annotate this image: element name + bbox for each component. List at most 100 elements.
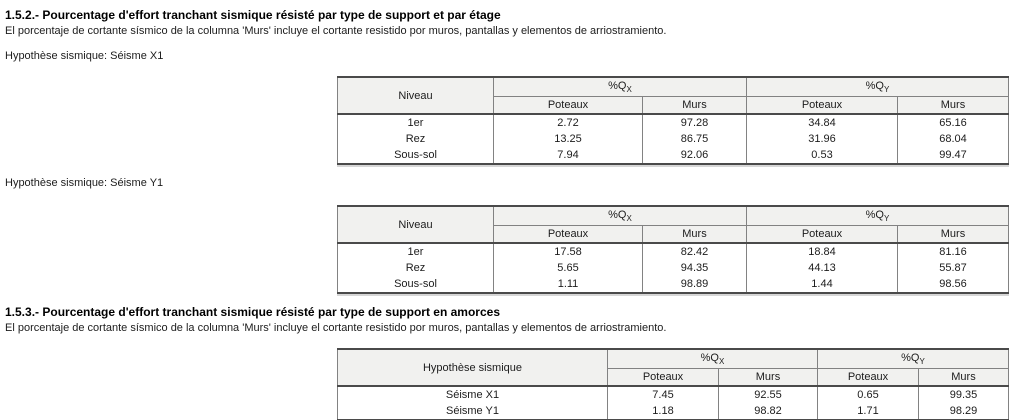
group-header-row: Niveau %QX %QY xyxy=(337,77,1009,114)
value-cell: 0.65 xyxy=(817,386,919,403)
value-cell: 98.29 xyxy=(918,403,1009,420)
value-cell: 1.11 xyxy=(493,276,643,293)
table-row: Rez 5.65 94.35 44.13 55.87 xyxy=(337,260,1009,276)
column-header-poteaux: Poteaux xyxy=(817,368,919,386)
table-row: Séisme X1 7.45 92.55 0.65 99.35 xyxy=(337,386,1009,403)
value-cell: 99.35 xyxy=(918,386,1009,403)
value-cell: 92.06 xyxy=(642,147,747,164)
section-153-note: El porcentaje de cortante sísmico de la … xyxy=(5,322,667,334)
shear-table-seisme-y1: Niveau %QX %QY Poteaux Murs Poteaux Murs… xyxy=(337,205,1009,294)
hypothesis-x-label: Hypothèse sismique: Séisme X1 xyxy=(5,50,164,62)
value-cell: 98.89 xyxy=(642,276,747,293)
value-cell: 18.84 xyxy=(746,243,898,260)
row-label: Rez xyxy=(337,131,494,147)
column-header-murs: Murs xyxy=(718,368,818,386)
value-cell: 34.84 xyxy=(746,114,898,131)
section-152-note: El porcentaje de cortante sísmico de la … xyxy=(5,25,667,37)
value-cell: 1.44 xyxy=(746,276,898,293)
column-header-niveau: Niveau xyxy=(337,77,494,114)
value-cell: 31.96 xyxy=(746,131,898,147)
column-header-poteaux: Poteaux xyxy=(746,225,898,243)
value-cell: 68.04 xyxy=(897,131,1009,147)
value-cell: 17.58 xyxy=(493,243,643,260)
group-header-row: Hypothèse sismique %QX %QY xyxy=(337,349,1009,386)
value-cell: 7.94 xyxy=(493,147,643,164)
value-cell: 5.65 xyxy=(493,260,643,276)
qy-subscript: Y xyxy=(884,214,890,223)
hypothesis-y-label: Hypothèse sismique: Séisme Y1 xyxy=(5,177,164,189)
column-header-poteaux: Poteaux xyxy=(746,96,898,114)
column-header-murs: Murs xyxy=(918,368,1009,386)
sub-header-row: Poteaux Murs Poteaux Murs xyxy=(338,96,1009,114)
qx-subscript: X xyxy=(626,214,632,223)
qy-label: %Q xyxy=(901,352,920,364)
value-cell: 65.16 xyxy=(897,114,1009,131)
table-row: 1er 17.58 82.42 18.84 81.16 xyxy=(337,243,1009,260)
value-cell: 1.71 xyxy=(817,403,919,420)
value-cell: 2.72 xyxy=(493,114,643,131)
column-group-qx: %QX xyxy=(493,206,747,226)
value-cell: 98.82 xyxy=(718,403,818,420)
shear-table-amorces: Hypothèse sismique %QX %QY Poteaux Murs … xyxy=(337,348,1009,420)
group-header-row: Niveau %QX %QY xyxy=(337,206,1009,243)
column-header-murs: Murs xyxy=(642,96,747,114)
value-cell: 86.75 xyxy=(642,131,747,147)
value-cell: 1.18 xyxy=(607,403,719,420)
qx-subscript: X xyxy=(626,85,632,94)
value-cell: 92.55 xyxy=(718,386,818,403)
column-header-poteaux: Poteaux xyxy=(493,225,643,243)
value-cell: 81.16 xyxy=(897,243,1009,260)
column-group-qx: %QX xyxy=(493,77,747,97)
column-group-qy: %QY xyxy=(746,77,1009,97)
value-cell: 99.47 xyxy=(897,147,1009,164)
shear-table-seisme-x1: Niveau %QX %QY Poteaux Murs Poteaux Murs… xyxy=(337,76,1009,165)
table-header: Hypothèse sismique %QX %QY Poteaux Murs … xyxy=(337,349,1009,386)
column-header-murs: Murs xyxy=(897,225,1009,243)
column-group-qy: %QY xyxy=(817,349,1009,369)
value-cell: 44.13 xyxy=(746,260,898,276)
column-header-hypothese: Hypothèse sismique xyxy=(337,349,608,386)
row-label: 1er xyxy=(337,243,494,260)
sub-header-row: Poteaux Murs Poteaux Murs xyxy=(338,368,1009,386)
qy-subscript: Y xyxy=(884,85,890,94)
qy-label: %Q xyxy=(865,209,884,221)
row-label: 1er xyxy=(337,114,494,131)
row-label: Sous-sol xyxy=(337,147,494,164)
section-153-heading: 1.5.3.- Pourcentage d'effort tranchant s… xyxy=(5,305,500,319)
qy-label: %Q xyxy=(865,80,884,92)
table-row: Sous-sol 7.94 92.06 0.53 99.47 xyxy=(337,147,1009,164)
qx-label: %Q xyxy=(608,80,627,92)
row-label: Sous-sol xyxy=(337,276,494,293)
table-row: Rez 13.25 86.75 31.96 68.04 xyxy=(337,131,1009,147)
sub-header-row: Poteaux Murs Poteaux Murs xyxy=(338,225,1009,243)
column-header-poteaux: Poteaux xyxy=(607,368,719,386)
qx-label: %Q xyxy=(608,209,627,221)
qx-subscript: X xyxy=(719,357,725,366)
value-cell: 82.42 xyxy=(642,243,747,260)
column-group-qx: %QX xyxy=(607,349,818,369)
column-header-poteaux: Poteaux xyxy=(493,96,643,114)
column-header-murs: Murs xyxy=(897,96,1009,114)
row-label: Rez xyxy=(337,260,494,276)
column-group-qy: %QY xyxy=(746,206,1009,226)
table-row: Sous-sol 1.11 98.89 1.44 98.56 xyxy=(337,276,1009,293)
column-header-niveau: Niveau xyxy=(337,206,494,243)
column-header-murs: Murs xyxy=(642,225,747,243)
row-label: Séisme X1 xyxy=(337,386,608,403)
table-row: Séisme Y1 1.18 98.82 1.71 98.29 xyxy=(337,403,1009,420)
value-cell: 13.25 xyxy=(493,131,643,147)
table-row: 1er 2.72 97.28 34.84 65.16 xyxy=(337,114,1009,131)
value-cell: 7.45 xyxy=(607,386,719,403)
qx-label: %Q xyxy=(700,352,719,364)
value-cell: 0.53 xyxy=(746,147,898,164)
table-header: Niveau %QX %QY Poteaux Murs Poteaux Murs xyxy=(337,77,1009,114)
value-cell: 98.56 xyxy=(897,276,1009,293)
value-cell: 97.28 xyxy=(642,114,747,131)
value-cell: 94.35 xyxy=(642,260,747,276)
section-152-heading: 1.5.2.- Pourcentage d'effort tranchant s… xyxy=(5,8,501,22)
row-label: Séisme Y1 xyxy=(337,403,608,420)
value-cell: 55.87 xyxy=(897,260,1009,276)
qy-subscript: Y xyxy=(919,357,925,366)
table-header: Niveau %QX %QY Poteaux Murs Poteaux Murs xyxy=(337,206,1009,243)
